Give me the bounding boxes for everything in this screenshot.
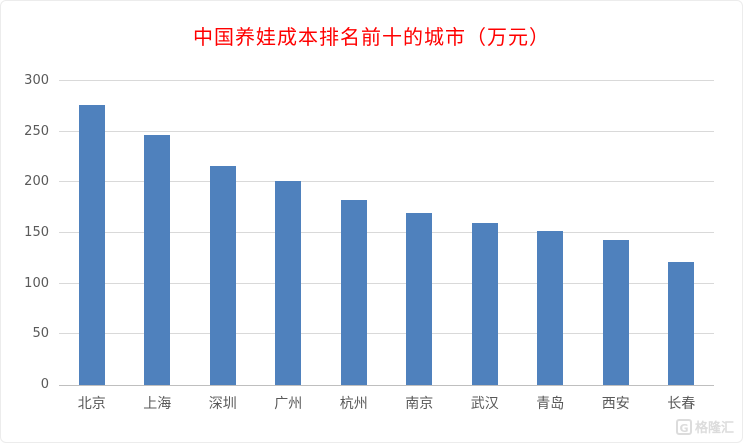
bar-青岛 xyxy=(537,230,564,385)
plot-wrap: 0 50 100 150 200 250 300 xyxy=(19,74,714,392)
bar-column xyxy=(583,82,649,385)
bar-广州 xyxy=(275,181,302,385)
x-tick-label: 北京 xyxy=(77,396,106,412)
gelonghui-logo-text: 格隆汇 xyxy=(694,421,734,436)
gridline xyxy=(59,232,714,233)
y-tick-label: 150 xyxy=(24,225,49,240)
bar-南京 xyxy=(406,212,433,385)
bar-深圳 xyxy=(209,166,236,385)
gelonghui-logo-icon: G xyxy=(675,418,692,435)
gridline xyxy=(59,282,714,284)
bar-长春 xyxy=(668,262,695,385)
bar-武汉 xyxy=(471,222,498,385)
x-tick-label: 武汉 xyxy=(470,396,499,412)
bar-column xyxy=(190,82,256,385)
gridline xyxy=(59,333,714,335)
x-axis: 北京 上海 深圳 广州 杭州 南京 武汉 青岛 西安 长春 xyxy=(59,393,714,413)
chart-title: 中国养娃成本排名前十的城市（万元） xyxy=(193,25,550,49)
bar-column xyxy=(256,82,322,385)
y-tick-label: 50 xyxy=(32,326,49,342)
bar-column xyxy=(387,82,453,385)
bar-北京 xyxy=(78,105,105,385)
x-tick-label: 南京 xyxy=(405,396,434,412)
x-tick-label: 青岛 xyxy=(536,396,565,412)
bar-column xyxy=(452,82,518,385)
y-tick-label: 200 xyxy=(24,174,49,190)
bar-西安 xyxy=(602,240,629,385)
y-tick-label: 250 xyxy=(24,123,49,139)
y-tick-label: 0 xyxy=(40,377,49,392)
x-tick-label: 上海 xyxy=(143,396,172,412)
gridline xyxy=(59,80,714,81)
y-tick-label: 300 xyxy=(24,73,49,88)
gelonghui-watermark: G 格隆汇 xyxy=(675,417,734,436)
x-tick-label: 西安 xyxy=(601,396,630,412)
x-tick-label: 杭州 xyxy=(339,396,368,412)
bar-上海 xyxy=(144,134,171,385)
x-tick-label: 深圳 xyxy=(208,396,237,412)
bar-column xyxy=(321,82,387,385)
plot-area xyxy=(59,80,714,386)
bar-column xyxy=(518,82,584,385)
gridline xyxy=(59,130,714,132)
bar-series xyxy=(59,82,714,385)
x-tick-label: 长春 xyxy=(667,396,696,412)
y-tick-label: 100 xyxy=(24,275,49,291)
y-axis: 0 50 100 150 200 250 300 xyxy=(19,74,59,392)
bar-杭州 xyxy=(340,199,367,385)
bar-column xyxy=(59,82,125,385)
x-tick-label: 广州 xyxy=(274,396,303,412)
bar-column xyxy=(125,82,191,385)
bar-column xyxy=(649,82,715,385)
gridline xyxy=(59,181,714,183)
